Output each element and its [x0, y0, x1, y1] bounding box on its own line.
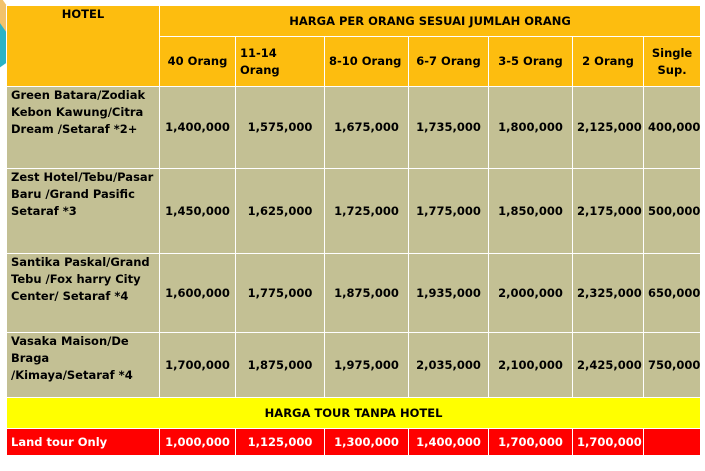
price-cell: 1,400,000	[408, 428, 489, 456]
price-cell: 650,000	[642, 253, 702, 333]
price-cell: 1,400,000	[159, 86, 236, 169]
price-cell: 1,975,000	[324, 332, 409, 398]
column-header: Single Sup.	[642, 36, 702, 87]
header-row-group: HOTEL HARGA PER ORANG SESUAI JUMLAH ORAN…	[6, 5, 702, 87]
column-header: 40 Orang	[159, 36, 236, 87]
price-cell: 1,600,000	[159, 253, 236, 333]
land-tour-label: Land tour Only	[6, 428, 160, 456]
price-cell: 2,175,000	[572, 168, 644, 254]
price-group-title: HARGA PER ORANG SESUAI JUMLAH ORANG	[158, 5, 702, 37]
land-tour-row: Land tour Only 1,000,000 1,125,000 1,300…	[6, 428, 702, 456]
hotel-name: Green Batara/Zodiak Kebon Kawung/Citra D…	[6, 86, 160, 169]
column-header: 3-5 Orang	[488, 36, 573, 87]
hotel-name: Vasaka Maison/De Braga /Kimaya/Setaraf *…	[6, 332, 160, 398]
section-title: HARGA TOUR TANPA HOTEL	[5, 397, 702, 429]
column-header: 11-14 Orang	[235, 36, 325, 87]
hotel-column-header: HOTEL	[6, 5, 160, 87]
price-cell: 1,450,000	[159, 168, 236, 254]
price-cell: 500,000	[642, 168, 702, 254]
price-cell: 1,300,000	[324, 428, 409, 456]
column-header: 6-7 Orang	[408, 36, 489, 87]
price-cell: 1,875,000	[324, 253, 409, 333]
price-cell: 1,800,000	[488, 86, 573, 169]
price-cell: 1,700,000	[572, 428, 644, 456]
price-cell: 1,125,000	[235, 428, 325, 456]
price-cell: 2,000,000	[488, 253, 573, 333]
price-cell: 1,735,000	[408, 86, 489, 169]
column-header: 8-10 Orang	[324, 36, 409, 87]
price-cell: 2,035,000	[408, 332, 489, 398]
price-cell: 1,935,000	[408, 253, 489, 333]
price-cell: 1,850,000	[488, 168, 573, 254]
price-cell: 1,000,000	[159, 428, 236, 456]
section-row: HARGA TOUR TANPA HOTEL	[5, 397, 702, 429]
price-cell: 1,875,000	[235, 332, 325, 398]
price-cell: 2,100,000	[488, 332, 573, 398]
table-row: Vasaka Maison/De Braga /Kimaya/Setaraf *…	[6, 332, 702, 398]
price-cell: 1,625,000	[235, 168, 325, 254]
table-row: Green Batara/Zodiak Kebon Kawung/Citra D…	[6, 86, 702, 169]
price-cell: 1,575,000	[235, 86, 325, 169]
price-cell: 2,125,000	[572, 86, 644, 169]
price-cell: 1,700,000	[488, 428, 573, 456]
price-cell: 2,425,000	[572, 332, 644, 398]
price-cell: 750,000	[642, 332, 702, 398]
table-row: Zest Hotel/Tebu/Pasar Baru /Grand Pasifi…	[6, 168, 702, 254]
header-row-columns: 40 Orang 11-14 Orang 8-10 Orang 6-7 Oran…	[7, 36, 702, 87]
price-cell: 1,675,000	[324, 86, 409, 169]
price-cell: 1,700,000	[159, 332, 236, 398]
price-cell: 1,725,000	[324, 168, 409, 254]
table-row: Santika Paskal/Grand Tebu /Fox harry Cit…	[6, 253, 702, 333]
price-table: HOTEL HARGA PER ORANG SESUAI JUMLAH ORAN…	[5, 5, 702, 456]
hotel-name: Zest Hotel/Tebu/Pasar Baru /Grand Pasifi…	[6, 168, 160, 254]
price-cell	[642, 428, 702, 456]
price-cell: 400,000	[642, 86, 702, 169]
column-header: 2 Orang	[572, 36, 644, 87]
price-cell: 1,775,000	[235, 253, 325, 333]
price-cell: 1,775,000	[408, 168, 489, 254]
price-cell: 2,325,000	[572, 253, 644, 333]
hotel-name: Santika Paskal/Grand Tebu /Fox harry Cit…	[6, 253, 160, 333]
